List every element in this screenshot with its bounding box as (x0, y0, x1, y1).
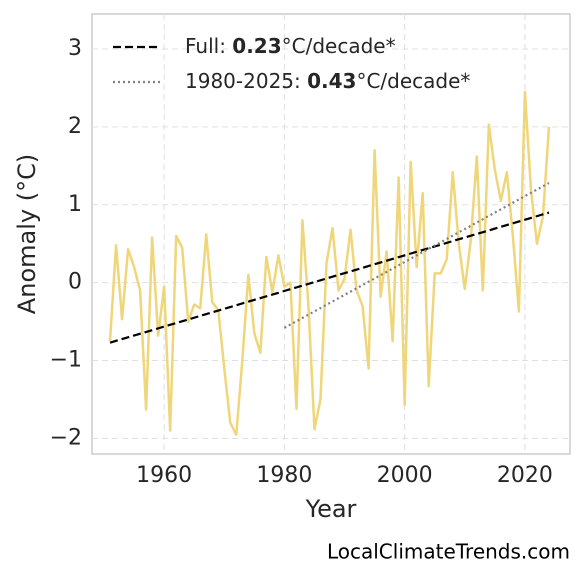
plot-frame (91, 13, 571, 455)
x-tick-label: 1980 (256, 463, 312, 488)
footer: LocalClimateTrends.com (327, 540, 570, 564)
legend-text: °C/decade* (356, 69, 470, 93)
y-tick-label: −1 (50, 348, 82, 373)
legend-text: 1980-2025: (185, 69, 307, 93)
y-tick-label: 1 (68, 192, 82, 217)
legend-text: 0.23 (232, 34, 281, 58)
legend-label: 1980-2025: 0.43°C/decade* (185, 69, 470, 93)
legend-text: Full: (185, 34, 232, 58)
legend-text: 0.43 (307, 69, 356, 93)
legend-text: °C/decade* (282, 34, 396, 58)
x-axis-label: Year (305, 495, 357, 523)
y-tick-label: 2 (68, 114, 82, 139)
y-tick-label: −2 (50, 425, 82, 450)
legend-label: Full: 0.23°C/decade* (185, 34, 396, 58)
x-tick-label: 1960 (136, 463, 192, 488)
y-tick-label: 3 (68, 36, 82, 61)
y-tick-label: 0 (68, 270, 82, 295)
data-line (108, 90, 551, 436)
x-tick-label: 2000 (377, 463, 433, 488)
y-axis-label: Anomaly (°C) (13, 154, 41, 314)
trend-line (283, 182, 550, 329)
trend-line (109, 211, 550, 344)
x-tick-label: 2020 (497, 463, 553, 488)
